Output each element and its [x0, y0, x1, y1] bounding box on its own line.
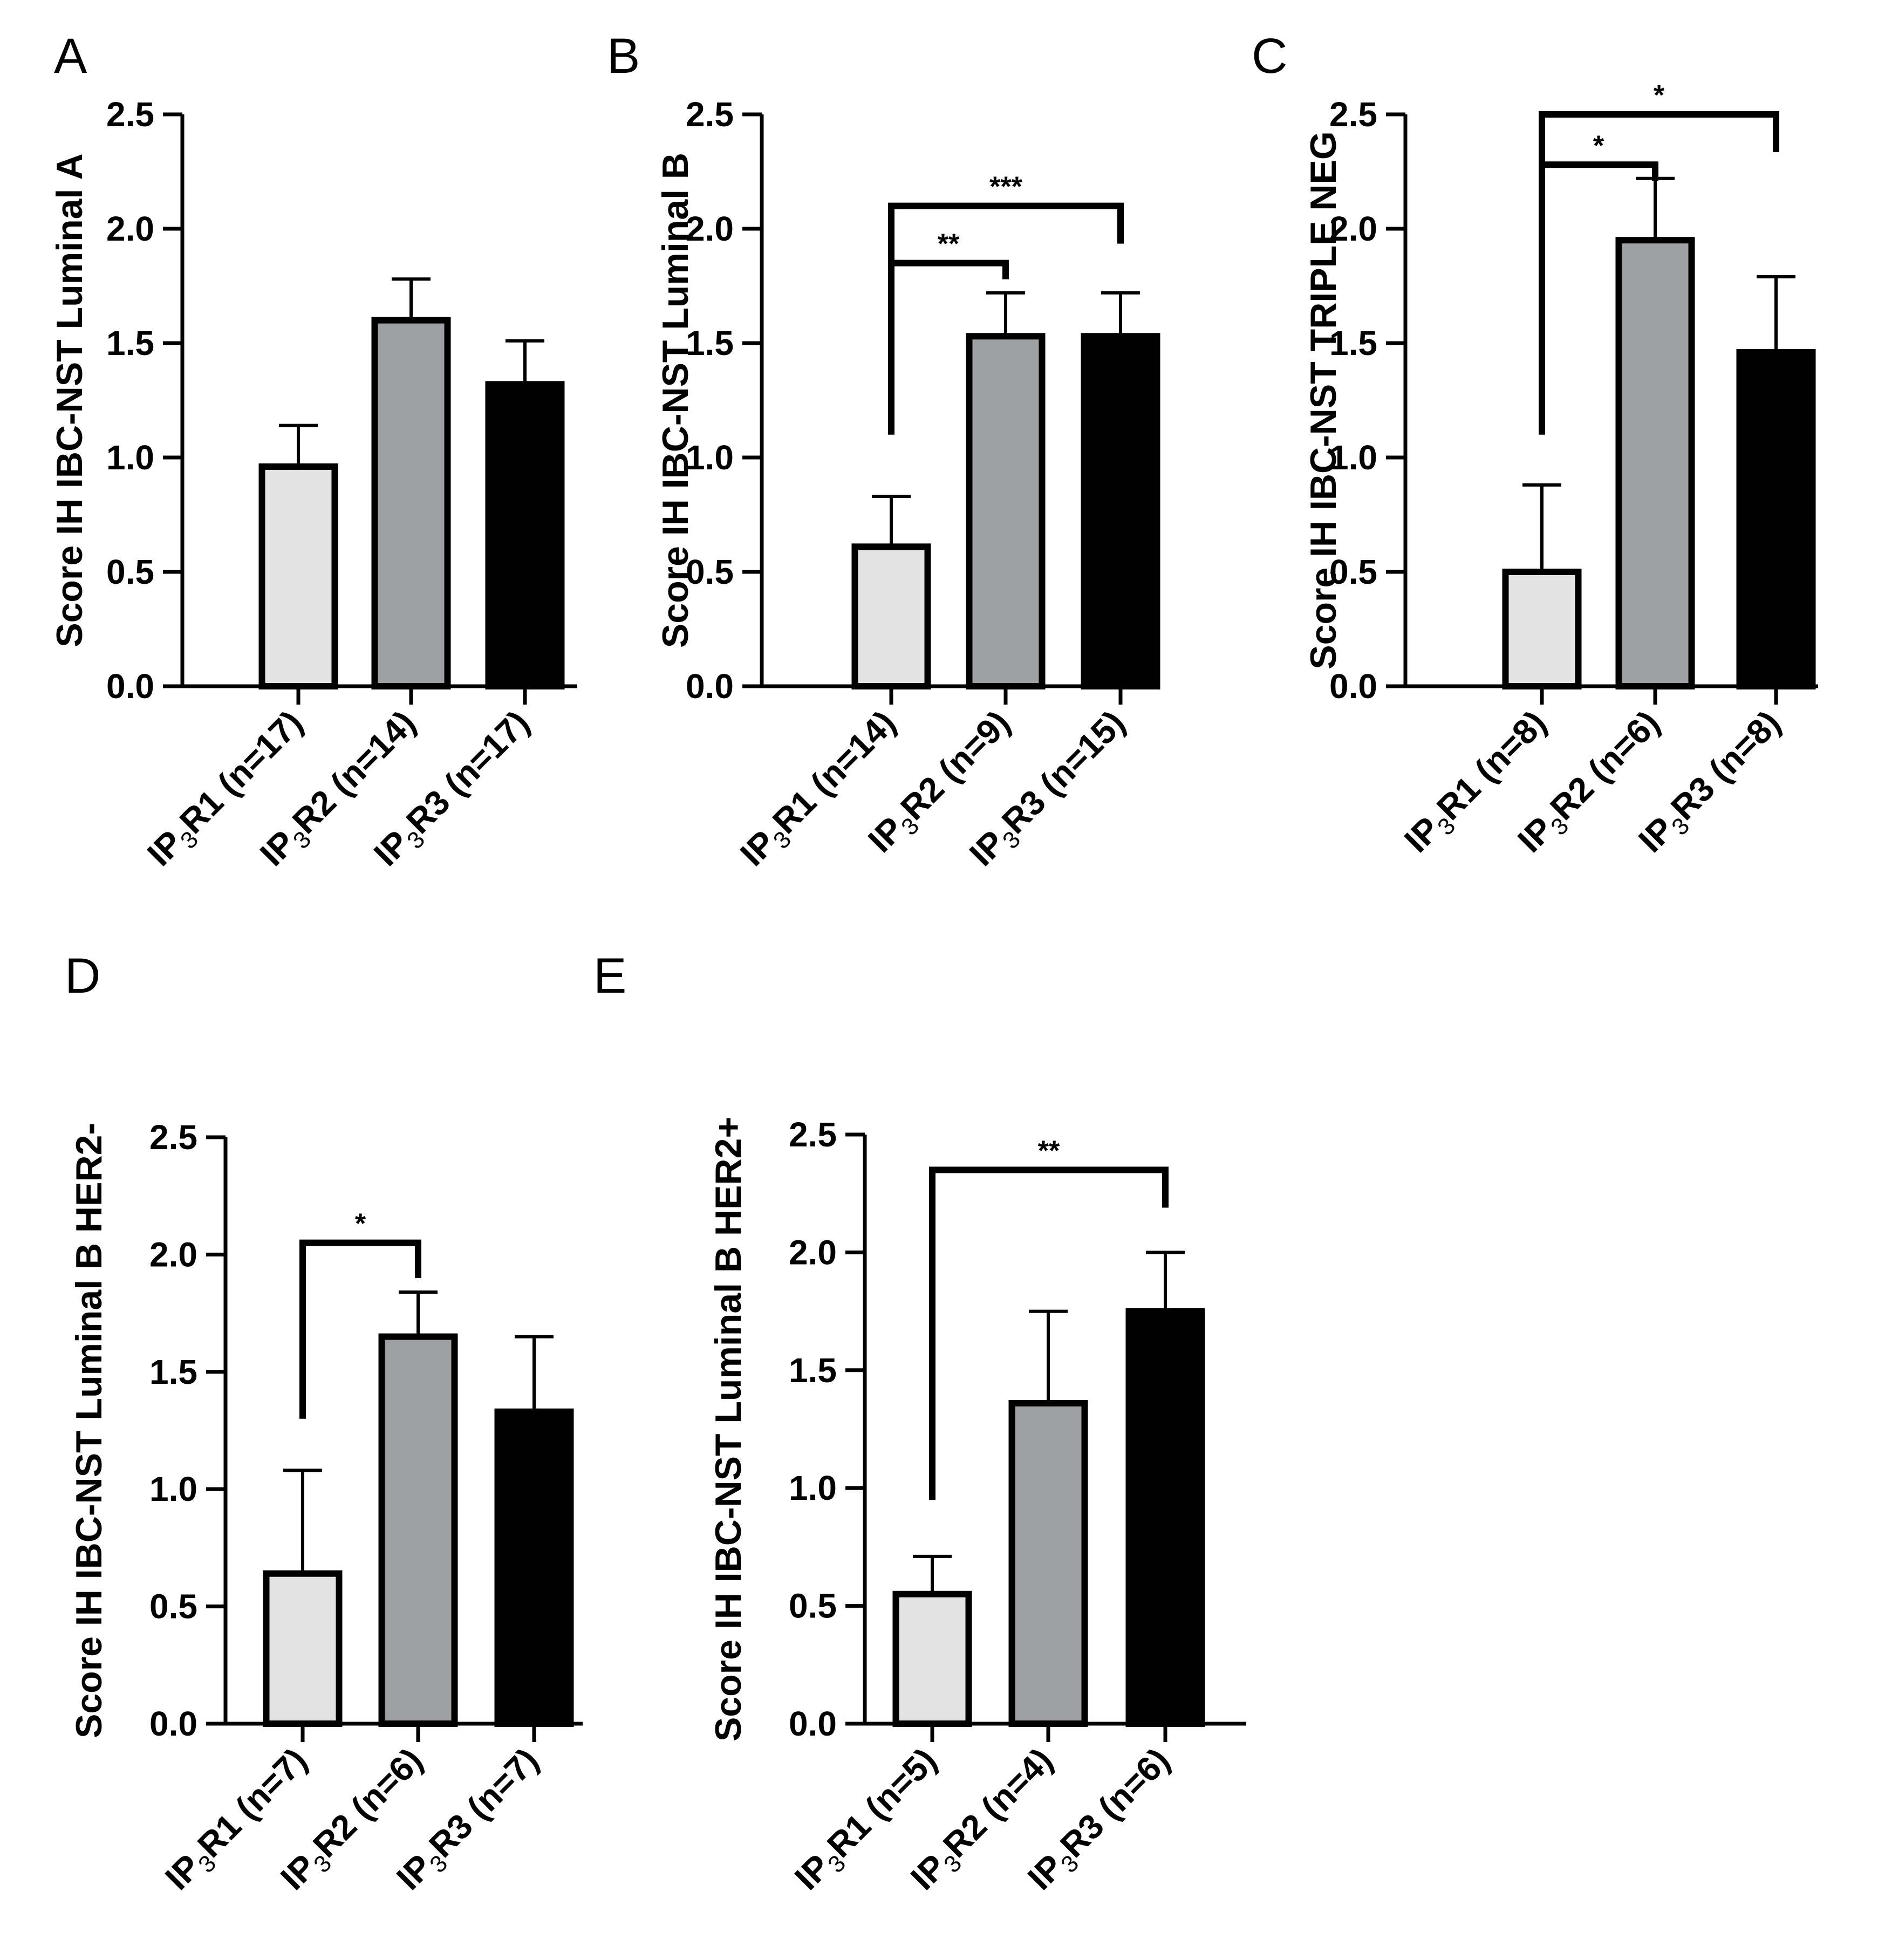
y-axis-title: Score IH IBC-NST Luminal B HER2- [69, 1123, 110, 1738]
bar [1615, 237, 1695, 689]
y-tick-label: 0.5 [686, 552, 734, 591]
y-tick-label: 1.5 [149, 1353, 197, 1391]
y-tick-label: 0.5 [106, 552, 154, 591]
bar [1502, 569, 1582, 689]
significance-bracket [299, 1239, 421, 1419]
y-tick-label: 2.0 [1329, 209, 1377, 248]
panel-letter: B [607, 29, 640, 84]
y-tick-label: 2.5 [686, 95, 734, 134]
panel-letter: E [593, 948, 626, 1003]
y-tick-label: 0.0 [1329, 667, 1377, 706]
bar [851, 543, 931, 689]
y-tick-label: 0.5 [1329, 552, 1377, 591]
y-tick-label: 2.5 [789, 1115, 837, 1154]
y-tick-label: 1.0 [686, 438, 734, 477]
y-tick-label: 0.0 [149, 1704, 197, 1743]
significance-bracket [1539, 111, 1779, 435]
panel-a: A 0.0 0.5 1.0 1.5 2.0 2.5 Score IH IBC-NST Lumi… [49, 29, 577, 873]
panel-e: E 0.0 0.5 1.0 1.5 2.0 2.5 Score IH IBC-NST Lumi… [593, 948, 1246, 1897]
y-tick-label: 0.5 [789, 1587, 837, 1626]
bar [494, 1408, 574, 1727]
bar [1736, 349, 1816, 689]
y-tick-label: 1.5 [1329, 324, 1377, 363]
bar [263, 1570, 343, 1727]
significance-label: * [1593, 130, 1604, 161]
bar [1081, 333, 1160, 689]
bar [371, 317, 451, 689]
y-axis-title: Score IH IBC-NST Luminal B HER2+ [708, 1117, 749, 1742]
y-tick-label: 2.5 [149, 1118, 197, 1157]
significance-bracket [929, 1166, 1169, 1500]
y-tick-label: 0.0 [686, 667, 734, 706]
y-axis-title: Score IH IBC-NST TRIPLE NEG [1303, 131, 1344, 669]
bar [378, 1333, 458, 1727]
bar [485, 381, 565, 689]
y-tick-label: 1.0 [789, 1469, 837, 1507]
panel-b: B 0.0 0.5 1.0 1.5 2.0 2.5 Score IH IBC-NST Lumi… [607, 29, 1160, 873]
y-tick-label: 1.0 [149, 1470, 197, 1508]
bar [1125, 1308, 1205, 1727]
y-tick-label: 2.0 [106, 209, 154, 248]
y-tick-label: 2.5 [1329, 95, 1377, 134]
significance-label: ** [938, 229, 960, 260]
significance-label: * [355, 1208, 366, 1240]
bar [1008, 1399, 1088, 1727]
y-tick-label: 1.5 [106, 324, 154, 363]
panel-letter: D [65, 948, 100, 1003]
y-tick-label: 2.5 [106, 95, 154, 134]
y-tick-label: 2.0 [149, 1235, 197, 1274]
y-tick-label: 1.0 [1329, 438, 1377, 477]
bar [892, 1590, 972, 1727]
significance-bracket [888, 202, 1124, 435]
y-axis-title: Score IH IBC-NST Luminal A [49, 153, 90, 647]
y-tick-label: 1.0 [106, 438, 154, 477]
panel-letter: C [1252, 29, 1287, 84]
bar [258, 463, 338, 690]
y-tick-label: 1.5 [686, 324, 734, 363]
panel-letter: A [54, 29, 87, 84]
y-tick-label: 0.5 [149, 1587, 197, 1626]
y-tick-label: 1.5 [789, 1351, 837, 1390]
y-tick-label: 0.0 [106, 667, 154, 706]
significance-label: * [1654, 80, 1665, 111]
significance-label: *** [989, 172, 1022, 203]
significance-label: ** [1038, 1136, 1060, 1167]
panel-d: D 0.0 0.5 1.0 1.5 2.0 2.5 Score IH IBC-NST Lumi… [65, 948, 583, 1897]
y-tick-label: 0.0 [789, 1704, 837, 1743]
y-tick-label: 2.0 [686, 209, 734, 248]
y-tick-label: 2.0 [789, 1233, 837, 1272]
bar [966, 333, 1046, 689]
y-axis-title: Score IH IBC-NST Luminal B [655, 153, 696, 648]
